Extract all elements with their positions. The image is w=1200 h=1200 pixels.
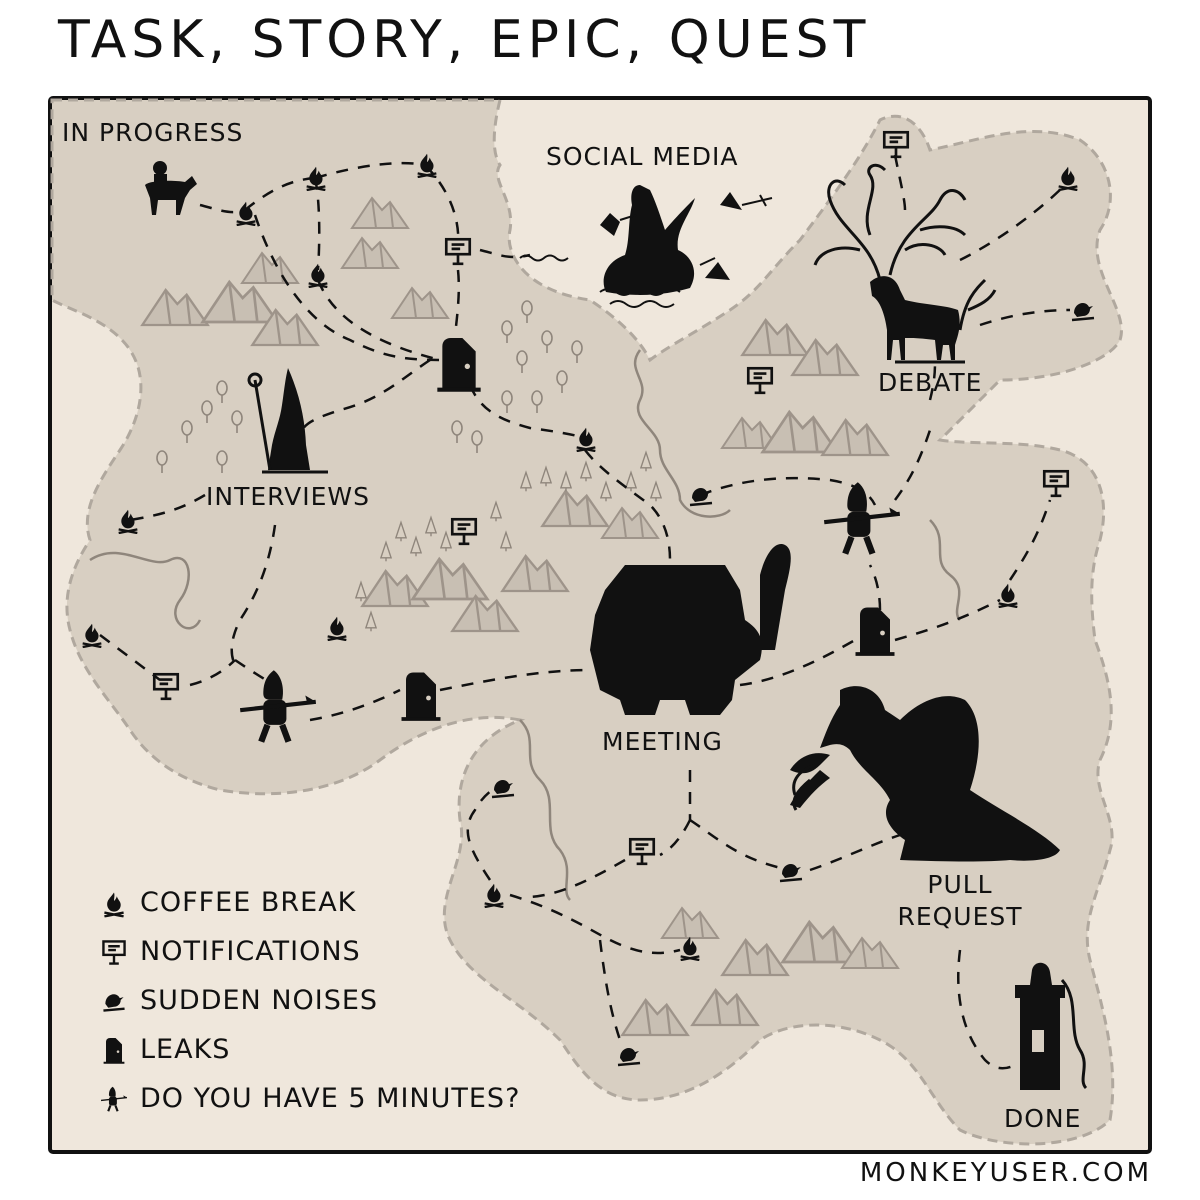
knight-on-horse [145,161,197,215]
label-social-media: SOCIAL MEDIA [546,142,738,171]
region-labels: IN PROGRESS SOCIAL MEDIA DEBATE INTERVIE… [62,118,1081,1133]
label-meeting: MEETING [602,727,723,756]
legend-item: LEAKS [96,1025,566,1074]
legend-item: DO YOU HAVE 5 MINUTES? [96,1074,566,1123]
goblin-icon [99,1085,129,1112]
mermaid [600,185,742,295]
legend-item: NOTIFICATIONS [96,927,566,976]
signpost-icon [102,939,126,965]
map-land [50,98,1123,1146]
dragon-fire [792,763,816,811]
princess-hair [1060,978,1088,1090]
quest-map: IN PROGRESS SOCIAL MEDIA DEBATE INTERVIE… [48,96,1152,1154]
footer-credit: MONKEYUSER.COM [859,1158,1152,1188]
legend-label: SUDDEN NOISES [140,985,379,1016]
map-legend: COFFEE BREAK NOTIFICATIONS SUDDEN NOISES LE… [96,878,566,1123]
stag [813,163,997,364]
legend-item: SUDDEN NOISES [96,976,566,1025]
flags [619,194,773,266]
campfire-icon [103,890,125,917]
ogre [590,544,791,715]
legend-label: LEAKS [140,1034,231,1065]
legend-item: COFFEE BREAK [96,878,566,927]
label-pull-request: PULL REQUEST [897,870,1022,931]
wizard [247,368,328,474]
rivers [89,349,962,901]
bird-icon [102,992,126,1012]
legend-label: NOTIFICATIONS [140,936,361,967]
tower [1015,962,1065,1090]
legend-label: COFFEE BREAK [140,887,357,918]
comic-title: TASK, STORY, EPIC, QUEST [58,10,871,70]
legend-label: DO YOU HAVE 5 MINUTES? [140,1083,521,1114]
label-done: DONE [1004,1104,1081,1133]
label-debate: DEBATE [878,368,982,397]
door-icon [102,1036,126,1064]
dragon [790,686,1060,862]
label-in-progress: IN PROGRESS [62,118,243,147]
label-interviews: INTERVIEWS [206,482,370,511]
